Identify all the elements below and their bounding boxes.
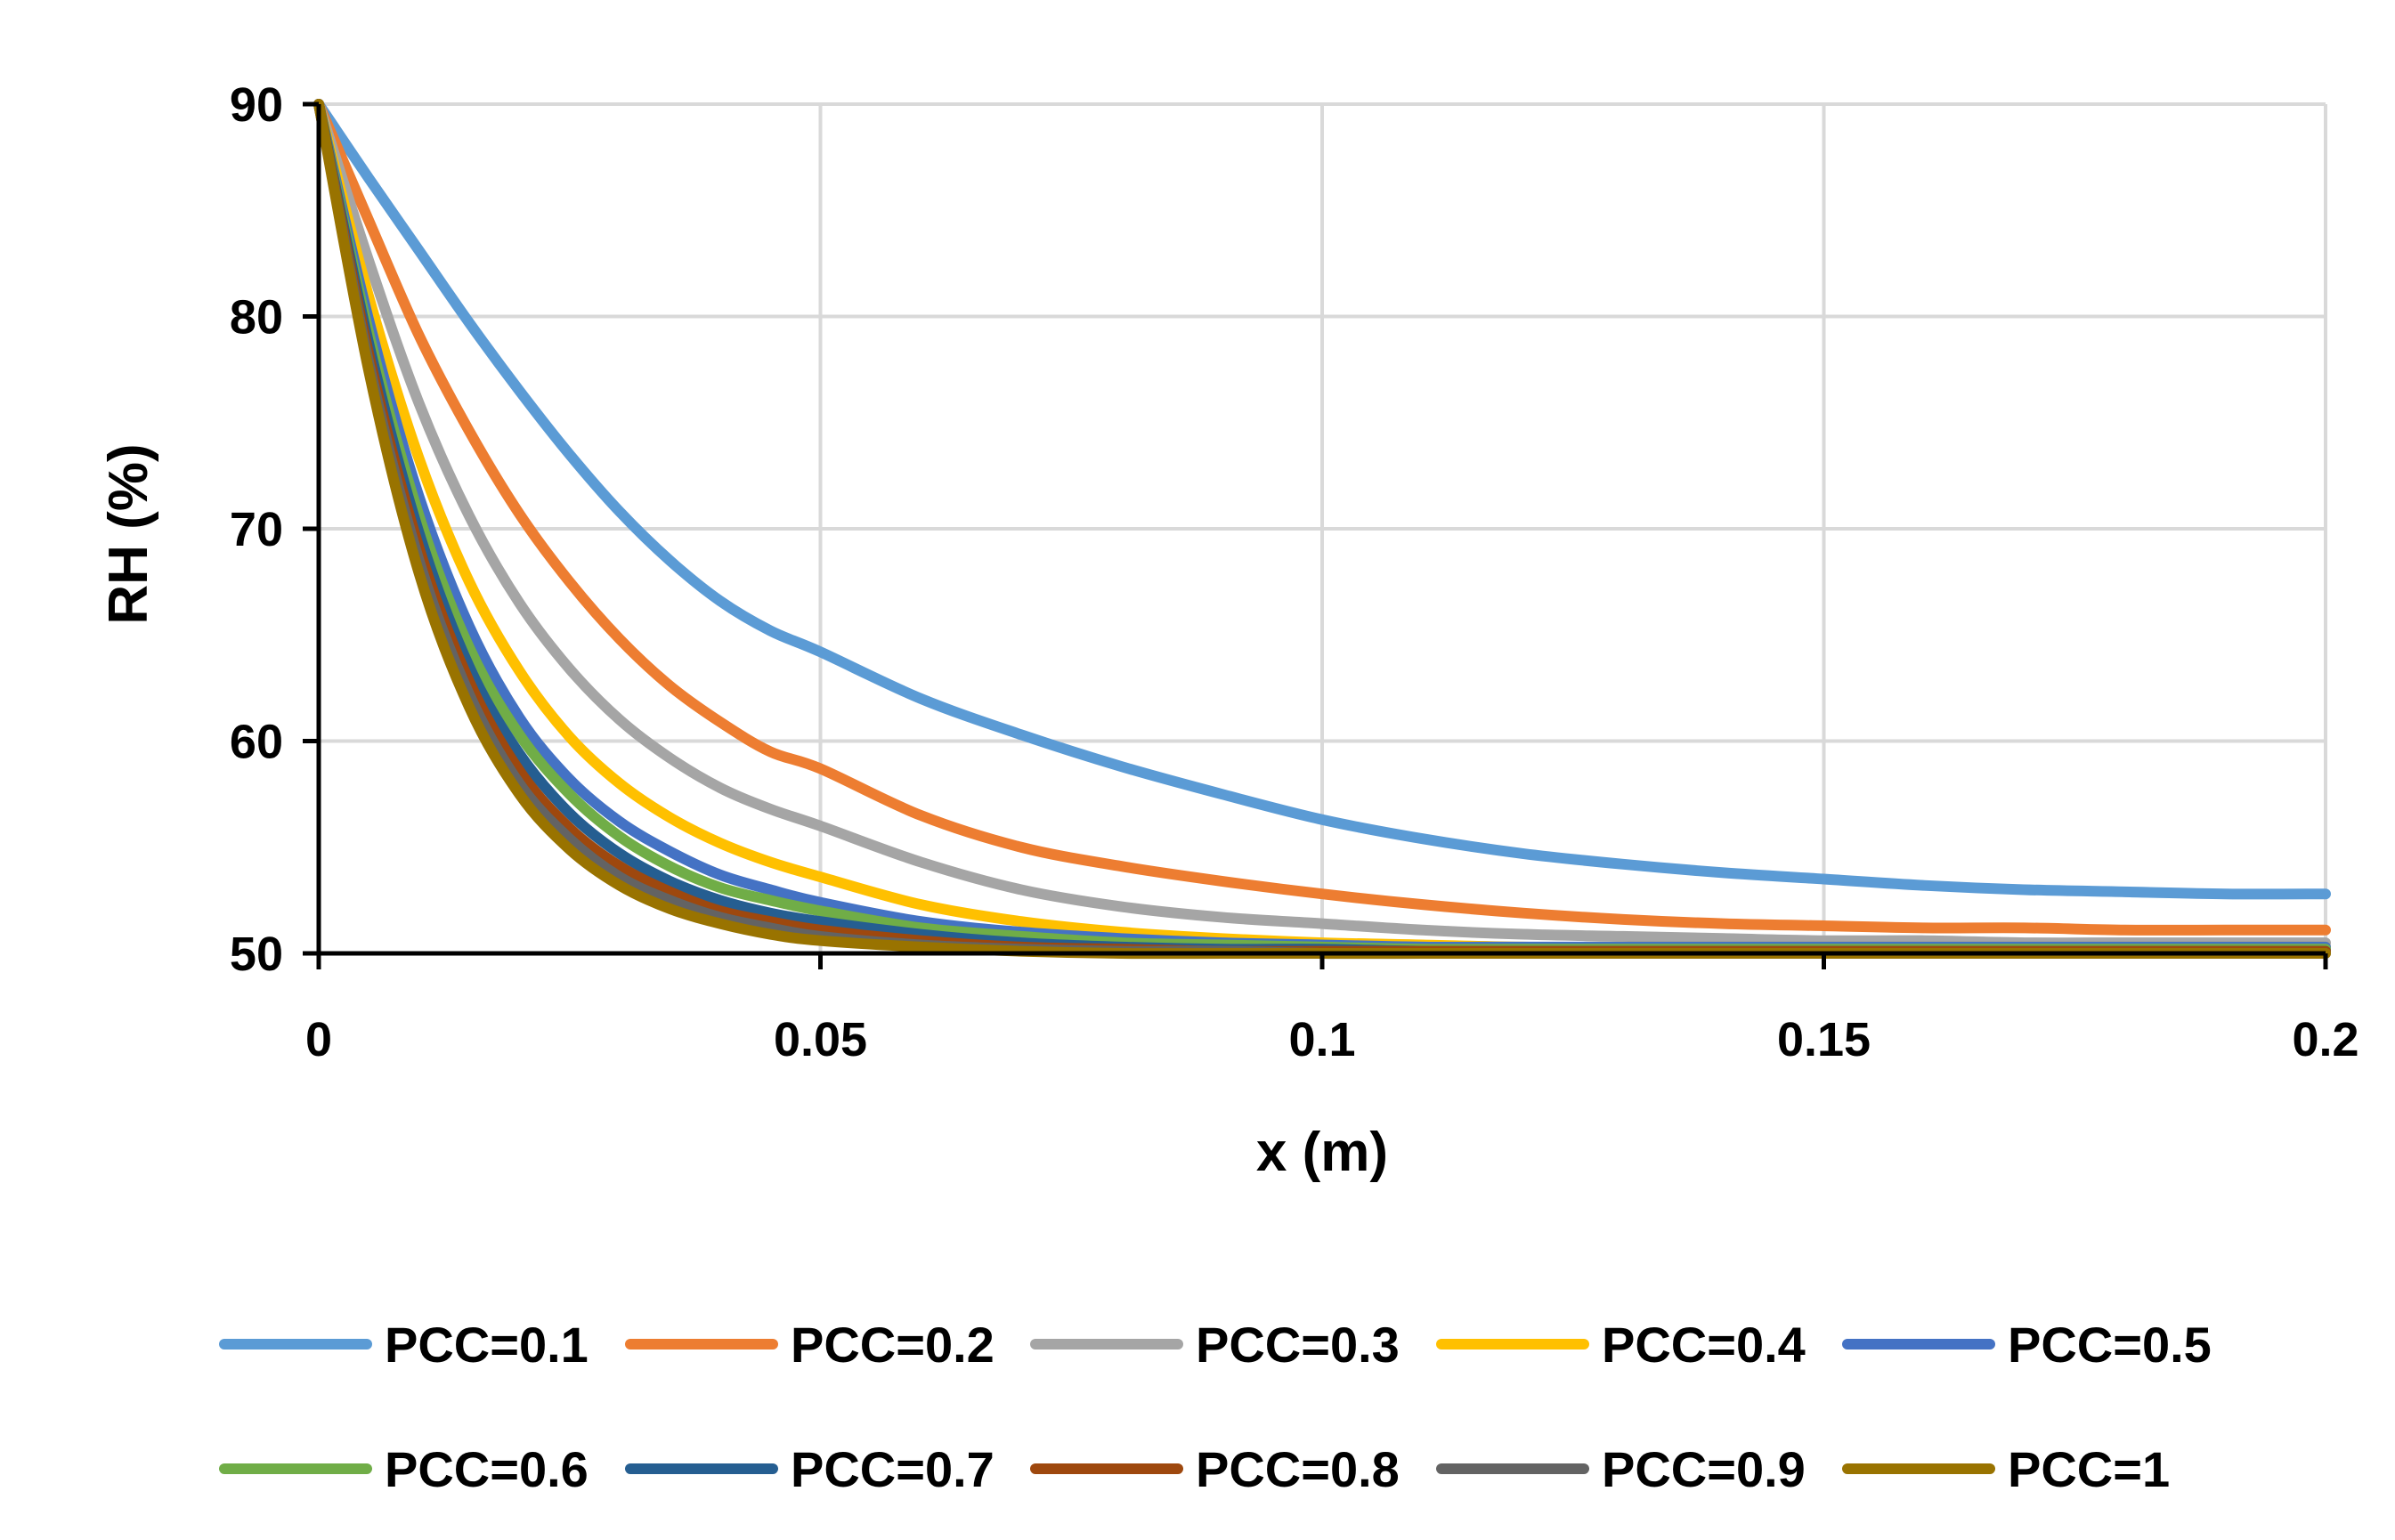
y-tick-label: 80 [230, 291, 283, 344]
y-tick-label: 50 [230, 928, 283, 981]
legend-item-10: PCC=1 [1842, 1441, 2170, 1497]
series-line-2 [313, 99, 2331, 936]
legend-item-3: PCC=0.3 [1030, 1317, 1400, 1373]
legend-item-9: PCC=0.9 [1436, 1441, 1806, 1497]
legend-label: PCC=0.4 [1602, 1317, 1806, 1373]
legend-label: PCC=1 [2008, 1441, 2170, 1497]
legend-item-6: PCC=0.6 [219, 1441, 589, 1497]
series-line-1 [313, 99, 2331, 900]
legend-item-8: PCC=0.8 [1030, 1441, 1400, 1497]
x-axis-title: x (m) [1256, 1122, 1388, 1183]
y-tick-label: 70 [230, 503, 283, 556]
legend-label: PCC=0.9 [1602, 1441, 1806, 1497]
legend: PCC=0.1 PCC=0.2 PCC=0.3 PCC=0.4 PCC=0.5 PCC=0… [219, 1317, 2212, 1497]
legend-label: PCC=0.1 [385, 1317, 589, 1373]
axes [303, 101, 2328, 969]
legend-label: PCC=0.8 [1196, 1441, 1400, 1497]
series-line-3 [313, 99, 2331, 949]
series-lines [313, 99, 2331, 960]
x-tick-label: 0 [305, 1013, 332, 1066]
x-tick-label: 0.1 [1288, 1013, 1355, 1066]
legend-label: PCC=0.2 [791, 1317, 995, 1373]
legend-label: PCC=0.3 [1196, 1317, 1400, 1373]
legend-item-4: PCC=0.4 [1436, 1317, 1806, 1373]
y-axis-title: RH (%) [98, 443, 159, 624]
legend-item-7: PCC=0.7 [625, 1441, 995, 1497]
y-tick-label: 60 [230, 716, 283, 769]
tick-labels: 0 0.05 0.1 0.15 0.2 50 60 70 80 90 [230, 78, 2359, 1066]
legend-label: PCC=0.5 [2008, 1317, 2212, 1373]
legend-label: PCC=0.6 [385, 1441, 589, 1497]
legend-label: PCC=0.7 [791, 1441, 995, 1497]
legend-item-1: PCC=0.1 [219, 1317, 589, 1373]
x-tick-label: 0.05 [774, 1013, 867, 1066]
legend-item-2: PCC=0.2 [625, 1317, 995, 1373]
x-tick-label: 0.15 [1777, 1013, 1871, 1066]
x-tick-label: 0.2 [2292, 1013, 2358, 1066]
legend-item-5: PCC=0.5 [1842, 1317, 2212, 1373]
y-tick-label: 90 [230, 78, 283, 132]
